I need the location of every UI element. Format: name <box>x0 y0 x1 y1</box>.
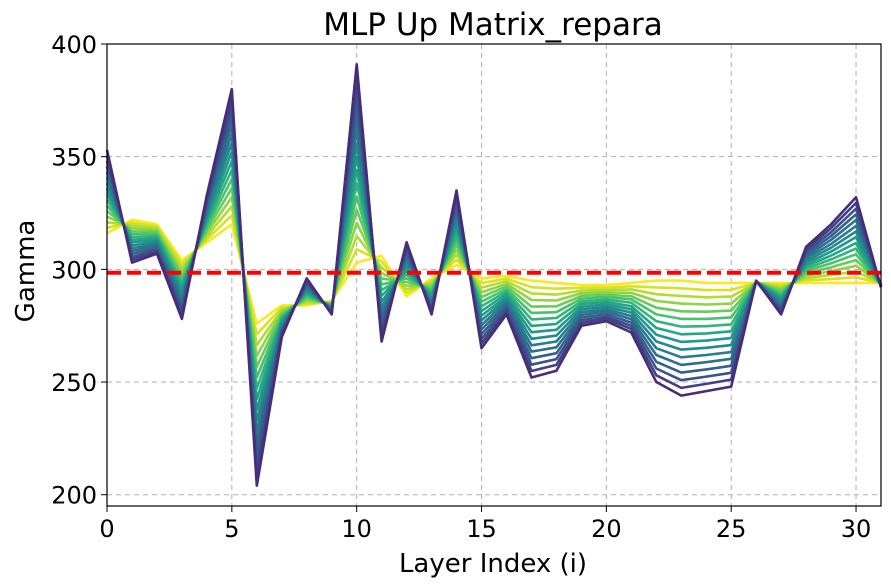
x-tick-label-2: 10 <box>341 515 372 543</box>
x-tick-label-1: 5 <box>224 515 239 543</box>
y-axis-label: Gamma <box>11 220 41 323</box>
x-axis-label: Layer Index (i) <box>399 549 587 579</box>
y-tick-label-0: 200 <box>51 482 97 510</box>
x-tick-label-5: 25 <box>716 515 747 543</box>
x-tick-label-4: 20 <box>591 515 622 543</box>
axis-ticks: 0 5 10 15 20 25 30 200 250 300 350 400 <box>51 31 871 543</box>
plot-frame <box>106 43 882 507</box>
series-line-15 <box>105 63 883 488</box>
x-tick-label-3: 15 <box>466 515 497 543</box>
x-tick-label-0: 0 <box>99 515 114 543</box>
y-tick-label-2: 300 <box>51 256 97 284</box>
x-tick-label-6: 30 <box>841 515 872 543</box>
y-tick-label-4: 400 <box>51 31 97 59</box>
grid-lines <box>106 43 881 506</box>
y-tick-label-3: 350 <box>51 144 97 172</box>
y-tick-label-1: 250 <box>51 369 97 397</box>
chart-title: MLP Up Matrix_repara <box>323 7 662 43</box>
series-lines <box>105 63 883 488</box>
